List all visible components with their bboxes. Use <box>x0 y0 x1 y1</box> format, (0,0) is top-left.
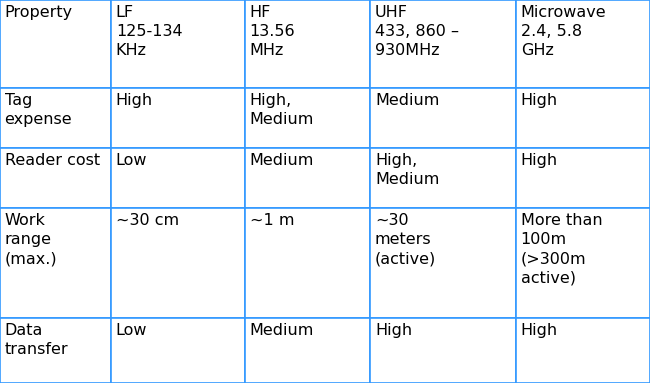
Text: High: High <box>116 93 153 108</box>
Bar <box>370 88 516 148</box>
Bar <box>0 318 111 383</box>
Text: ~30
meters
(active): ~30 meters (active) <box>375 213 436 267</box>
Bar <box>0 148 111 208</box>
Bar <box>516 148 650 208</box>
Text: HF
13.56
MHz: HF 13.56 MHz <box>250 5 295 58</box>
Text: Work
range
(max.): Work range (max.) <box>5 213 57 267</box>
Bar <box>111 0 245 88</box>
Bar <box>0 208 111 318</box>
Bar <box>111 318 245 383</box>
Bar <box>111 148 245 208</box>
Text: High,
Medium: High, Medium <box>250 93 314 127</box>
Bar <box>370 208 516 318</box>
Text: Low: Low <box>116 323 148 338</box>
Text: Medium: Medium <box>250 153 314 168</box>
Text: High: High <box>521 323 558 338</box>
Bar <box>245 318 370 383</box>
Text: High: High <box>375 323 412 338</box>
Bar <box>111 88 245 148</box>
Text: Low: Low <box>116 153 148 168</box>
Bar <box>245 208 370 318</box>
Bar <box>245 88 370 148</box>
Bar <box>245 0 370 88</box>
Text: High: High <box>521 93 558 108</box>
Text: Medium: Medium <box>250 323 314 338</box>
Text: Data
transfer: Data transfer <box>5 323 68 357</box>
Bar <box>370 148 516 208</box>
Text: UHF
433, 860 –
930MHz: UHF 433, 860 – 930MHz <box>375 5 459 58</box>
Bar <box>370 0 516 88</box>
Text: LF
125-134
KHz: LF 125-134 KHz <box>116 5 183 58</box>
Text: Medium: Medium <box>375 93 439 108</box>
Text: Microwave
2.4, 5.8
GHz: Microwave 2.4, 5.8 GHz <box>521 5 606 58</box>
Text: High: High <box>521 153 558 168</box>
Text: Reader cost: Reader cost <box>5 153 99 168</box>
Text: Tag
expense: Tag expense <box>5 93 72 127</box>
Bar <box>516 318 650 383</box>
Bar <box>245 148 370 208</box>
Text: High,
Medium: High, Medium <box>375 153 439 187</box>
Bar <box>516 88 650 148</box>
Bar <box>111 208 245 318</box>
Bar <box>516 208 650 318</box>
Text: ~1 m: ~1 m <box>250 213 294 228</box>
Bar <box>0 0 111 88</box>
Bar <box>370 318 516 383</box>
Text: More than
100m
(>300m
active): More than 100m (>300m active) <box>521 213 603 286</box>
Text: Property: Property <box>5 5 73 20</box>
Bar <box>516 0 650 88</box>
Bar <box>0 88 111 148</box>
Text: ~30 cm: ~30 cm <box>116 213 179 228</box>
